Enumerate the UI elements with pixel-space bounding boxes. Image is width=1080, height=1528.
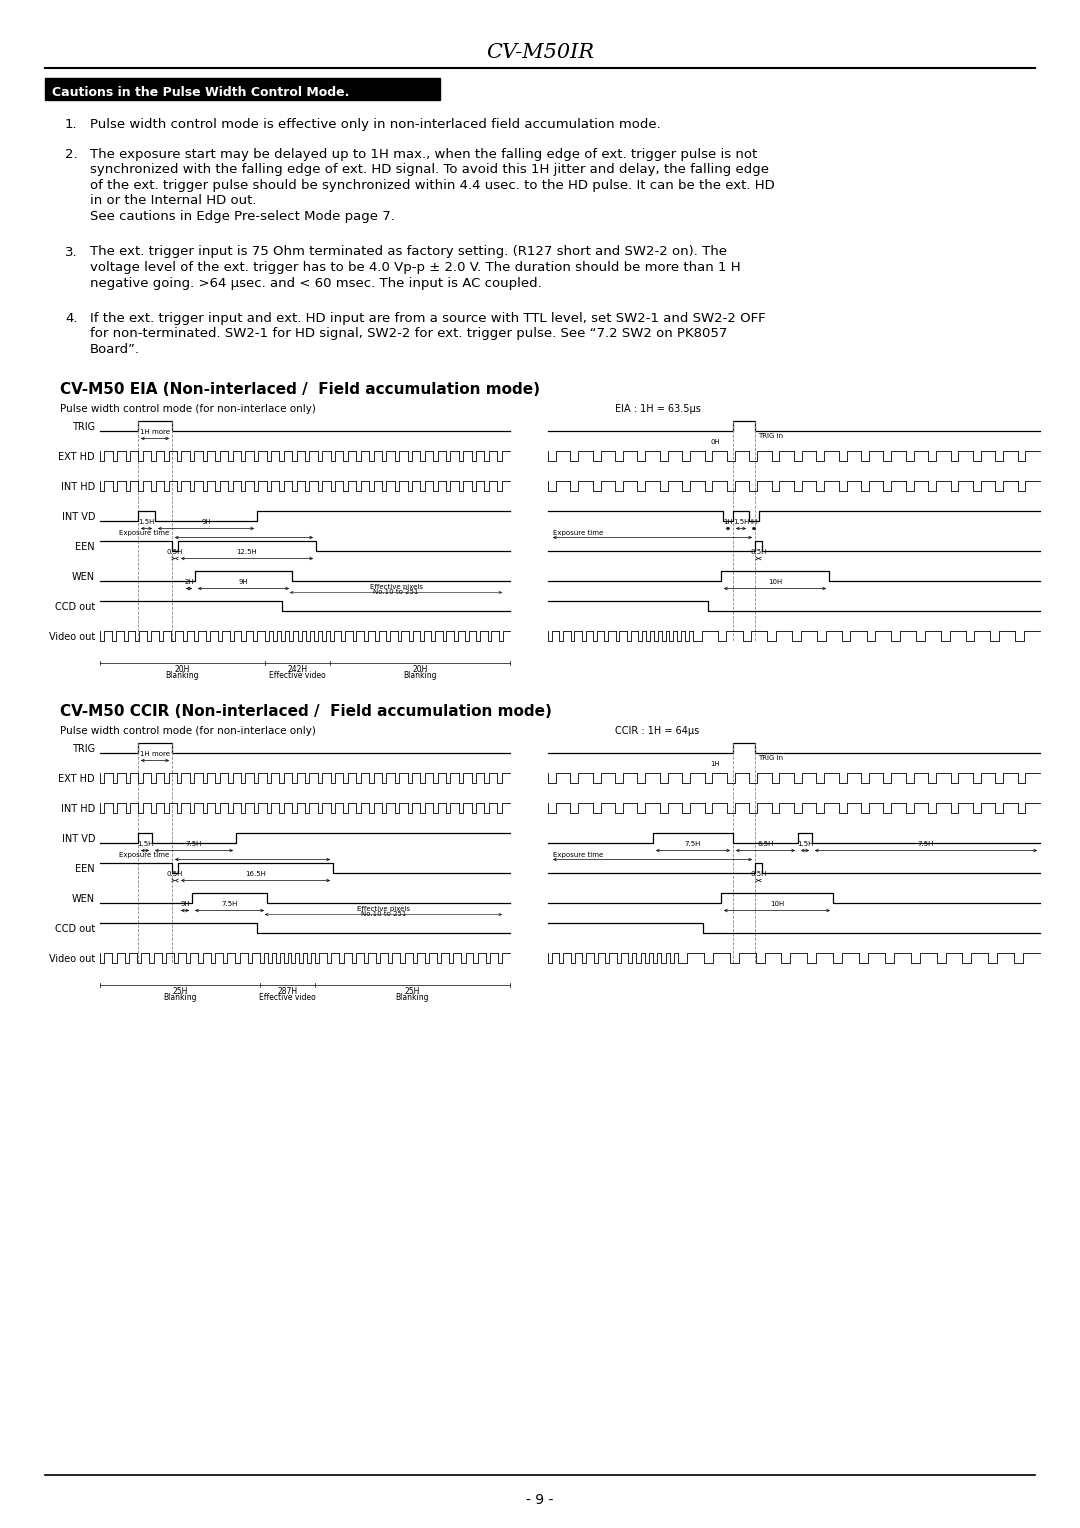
- Text: Blanking: Blanking: [395, 993, 429, 1002]
- Text: The ext. trigger input is 75 Ohm terminated as factory setting. (R127 short and : The ext. trigger input is 75 Ohm termina…: [90, 246, 727, 258]
- Text: 7.5H: 7.5H: [918, 842, 934, 848]
- Text: Exposure time: Exposure time: [553, 530, 604, 536]
- Text: 287H: 287H: [278, 987, 298, 996]
- Text: Effective video: Effective video: [269, 671, 326, 680]
- Text: 1.5H: 1.5H: [137, 842, 153, 848]
- Text: 9H: 9H: [239, 579, 248, 585]
- Text: TRIG in: TRIG in: [758, 434, 783, 440]
- Text: CV-M50 EIA (Non-interlaced /  Field accumulation mode): CV-M50 EIA (Non-interlaced / Field accum…: [60, 382, 540, 397]
- Bar: [45, 78, 440, 99]
- Text: The exposure start may be delayed up to 1H max., when the falling edge of ext. t: The exposure start may be delayed up to …: [90, 148, 757, 160]
- Text: Blanking: Blanking: [165, 671, 199, 680]
- Text: Video out: Video out: [49, 631, 95, 642]
- Text: Exposure time: Exposure time: [119, 853, 168, 859]
- Text: Video out: Video out: [49, 953, 95, 964]
- Text: 10H: 10H: [770, 902, 784, 908]
- Text: EEN: EEN: [76, 541, 95, 552]
- Text: Pulse width control mode (for non-interlace only): Pulse width control mode (for non-interl…: [60, 726, 315, 736]
- Text: 7.5H: 7.5H: [186, 842, 202, 848]
- Text: 0H: 0H: [711, 439, 720, 445]
- Text: 1H: 1H: [711, 761, 720, 767]
- Text: 25H: 25H: [405, 987, 420, 996]
- Text: 2.: 2.: [65, 148, 78, 160]
- Text: Effective pixels: Effective pixels: [369, 585, 422, 590]
- Text: No.10 to 251: No.10 to 251: [361, 912, 406, 917]
- Text: EXT HD: EXT HD: [58, 773, 95, 784]
- Text: 242H: 242H: [287, 665, 308, 674]
- Text: CCIR : 1H = 64μs: CCIR : 1H = 64μs: [615, 726, 699, 736]
- Text: Pulse width control mode is effective only in non-interlaced field accumulation : Pulse width control mode is effective on…: [90, 118, 661, 131]
- Text: INT VD: INT VD: [62, 512, 95, 521]
- Text: WEN: WEN: [72, 571, 95, 582]
- Text: 6.5H: 6.5H: [757, 842, 773, 848]
- Text: EEN: EEN: [76, 863, 95, 874]
- Text: voltage level of the ext. trigger has to be 4.0 Vp-p ± 2.0 V. The duration shoul: voltage level of the ext. trigger has to…: [90, 261, 741, 274]
- Text: 7.5H: 7.5H: [685, 842, 701, 848]
- Text: Effective pixels: Effective pixels: [357, 906, 410, 912]
- Text: CV-M50IR: CV-M50IR: [486, 43, 594, 61]
- Text: Pulse width control mode (for non-interlace only): Pulse width control mode (for non-interl…: [60, 405, 315, 414]
- Text: EXT HD: EXT HD: [58, 451, 95, 461]
- Text: 1.5H: 1.5H: [733, 520, 750, 526]
- Text: 25H: 25H: [173, 987, 188, 996]
- Text: 9H: 9H: [201, 520, 211, 526]
- Text: 1H more: 1H more: [140, 429, 170, 435]
- Text: EIA : 1H = 63.5μs: EIA : 1H = 63.5μs: [615, 405, 701, 414]
- Text: Blanking: Blanking: [163, 993, 197, 1002]
- Text: 3.: 3.: [65, 246, 78, 258]
- Text: 20H: 20H: [175, 665, 190, 674]
- Text: 0.5H: 0.5H: [166, 550, 184, 556]
- Text: CCD out: CCD out: [55, 923, 95, 934]
- Text: Exposure time: Exposure time: [119, 530, 168, 536]
- Text: IH: IH: [751, 520, 758, 526]
- Text: CCD out: CCD out: [55, 602, 95, 611]
- Text: synchronized with the falling edge of ext. HD signal. To avoid this 1H jitter an: synchronized with the falling edge of ex…: [90, 163, 769, 177]
- Text: INT HD: INT HD: [60, 804, 95, 813]
- Text: 10H: 10H: [768, 579, 782, 585]
- Text: If the ext. trigger input and ext. HD input are from a source with TTL level, se: If the ext. trigger input and ext. HD in…: [90, 312, 766, 325]
- Text: See cautions in Edge Pre-select Mode page 7.: See cautions in Edge Pre-select Mode pag…: [90, 209, 395, 223]
- Text: 0.5H: 0.5H: [166, 871, 184, 877]
- Text: INT HD: INT HD: [60, 481, 95, 492]
- Text: TRIG: TRIG: [72, 422, 95, 431]
- Text: 1H: 1H: [724, 520, 733, 526]
- Text: INT VD: INT VD: [62, 833, 95, 843]
- Text: 2H: 2H: [185, 579, 193, 585]
- Text: of the ext. trigger pulse should be synchronized within 4.4 usec. to the HD puls: of the ext. trigger pulse should be sync…: [90, 179, 774, 193]
- Text: negative going. >64 μsec. and < 60 msec. The input is AC coupled.: negative going. >64 μsec. and < 60 msec.…: [90, 277, 542, 289]
- Text: 1.5H: 1.5H: [797, 842, 813, 848]
- Text: TRIG in: TRIG in: [758, 755, 783, 761]
- Text: Board”.: Board”.: [90, 342, 140, 356]
- Text: 7.5H: 7.5H: [221, 902, 238, 908]
- Text: for non-terminated. SW2-1 for HD signal, SW2-2 for ext. trigger pulse. See “7.2 : for non-terminated. SW2-1 for HD signal,…: [90, 327, 727, 341]
- Text: 16.5H: 16.5H: [245, 871, 266, 877]
- Text: 20H: 20H: [413, 665, 428, 674]
- Text: 1H more: 1H more: [140, 752, 170, 758]
- Text: 0.5H: 0.5H: [751, 871, 767, 877]
- Text: 1.5H: 1.5H: [138, 520, 154, 526]
- Text: 1.: 1.: [65, 118, 78, 131]
- Text: 9H: 9H: [180, 902, 190, 908]
- Text: 4.: 4.: [65, 312, 78, 325]
- Text: Cautions in the Pulse Width Control Mode.: Cautions in the Pulse Width Control Mode…: [52, 87, 349, 99]
- Text: 12.5H: 12.5H: [237, 550, 257, 556]
- Text: 0.5H: 0.5H: [751, 550, 767, 556]
- Text: Effective video: Effective video: [259, 993, 315, 1002]
- Text: CV-M50 CCIR (Non-interlaced /  Field accumulation mode): CV-M50 CCIR (Non-interlaced / Field accu…: [60, 704, 552, 720]
- Text: Blanking: Blanking: [403, 671, 436, 680]
- Text: - 9 -: - 9 -: [526, 1493, 554, 1507]
- Text: No.10 to 251: No.10 to 251: [374, 590, 419, 596]
- Text: in or the Internal HD out.: in or the Internal HD out.: [90, 194, 257, 208]
- Text: Exposure time: Exposure time: [553, 853, 604, 859]
- Text: WEN: WEN: [72, 894, 95, 903]
- Text: TRIG: TRIG: [72, 744, 95, 753]
